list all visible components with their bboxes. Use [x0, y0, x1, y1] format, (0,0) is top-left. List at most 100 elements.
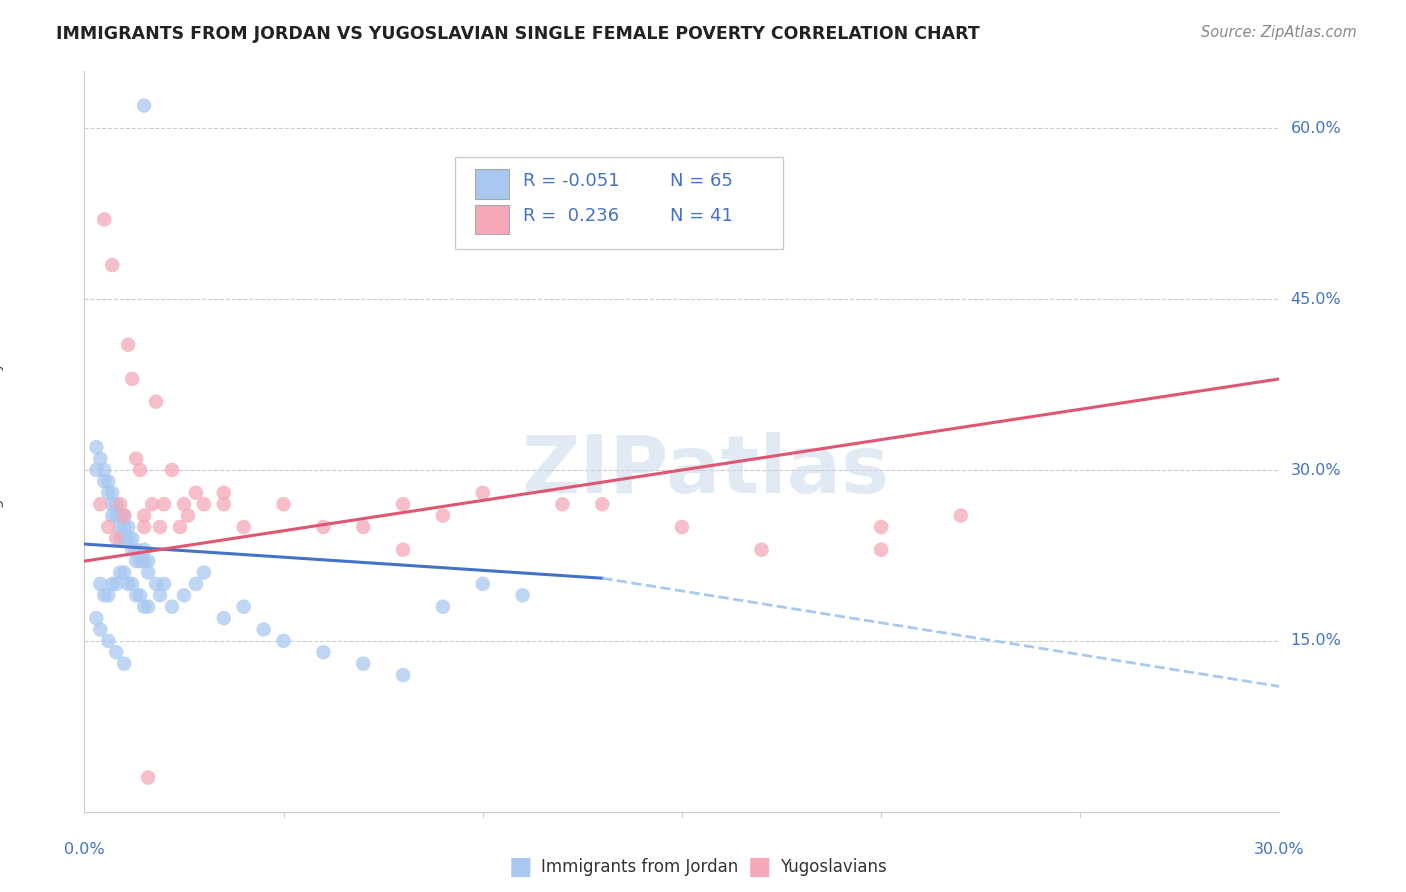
Point — [110, 566, 132, 580]
Point — [149, 520, 172, 534]
Text: 30.0%: 30.0% — [1254, 842, 1305, 857]
Point — [132, 520, 156, 534]
Point — [86, 463, 108, 477]
Point — [145, 394, 167, 409]
Point — [153, 577, 176, 591]
Point — [136, 771, 159, 785]
Point — [97, 475, 120, 489]
Point — [149, 588, 172, 602]
Point — [86, 440, 108, 454]
Point — [212, 485, 235, 500]
Point — [184, 577, 207, 591]
Text: R =  0.236: R = 0.236 — [523, 208, 619, 226]
Point — [212, 497, 235, 511]
Text: 0.0%: 0.0% — [65, 842, 104, 857]
Point — [432, 599, 454, 614]
Point — [129, 588, 152, 602]
Point — [110, 508, 132, 523]
Text: 60.0%: 60.0% — [1291, 120, 1341, 136]
Point — [117, 520, 139, 534]
Point — [125, 588, 148, 602]
Text: Single Female Poverty: Single Female Poverty — [0, 362, 4, 533]
Point — [105, 645, 128, 659]
Point — [145, 577, 167, 591]
Point — [110, 497, 132, 511]
Bar — [475, 204, 509, 235]
Point — [169, 520, 191, 534]
Text: ■: ■ — [509, 855, 531, 879]
Point — [136, 554, 159, 568]
Point — [177, 508, 200, 523]
Point — [101, 577, 124, 591]
Point — [125, 451, 148, 466]
Point — [949, 508, 972, 523]
Point — [89, 577, 111, 591]
Point — [471, 577, 494, 591]
Point — [352, 520, 374, 534]
Point — [132, 554, 156, 568]
Point — [97, 520, 120, 534]
Point — [121, 542, 143, 557]
Text: R = -0.051: R = -0.051 — [523, 172, 620, 190]
Point — [112, 657, 135, 671]
Text: N = 41: N = 41 — [671, 208, 733, 226]
Point — [89, 623, 111, 637]
Text: 15.0%: 15.0% — [1291, 633, 1341, 648]
Point — [352, 657, 374, 671]
Point — [551, 497, 574, 511]
Point — [136, 566, 159, 580]
Text: N = 65: N = 65 — [671, 172, 733, 190]
Point — [184, 485, 207, 500]
Text: Source: ZipAtlas.com: Source: ZipAtlas.com — [1201, 25, 1357, 40]
Text: Yugoslavians: Yugoslavians — [780, 858, 887, 876]
Point — [93, 212, 115, 227]
Text: IMMIGRANTS FROM JORDAN VS YUGOSLAVIAN SINGLE FEMALE POVERTY CORRELATION CHART: IMMIGRANTS FROM JORDAN VS YUGOSLAVIAN SI… — [56, 25, 980, 43]
Point — [101, 258, 124, 272]
Point — [121, 532, 143, 546]
Point — [110, 520, 132, 534]
Point — [125, 542, 148, 557]
Text: 45.0%: 45.0% — [1291, 292, 1341, 307]
Point — [112, 566, 135, 580]
Point — [751, 542, 773, 557]
Point — [392, 497, 415, 511]
Point — [160, 599, 183, 614]
Point — [193, 497, 215, 511]
Point — [93, 463, 115, 477]
Point — [129, 463, 152, 477]
Point — [253, 623, 276, 637]
Point — [101, 485, 124, 500]
Point — [232, 599, 254, 614]
Text: ■: ■ — [748, 855, 770, 879]
Point — [312, 645, 335, 659]
Point — [110, 532, 132, 546]
Point — [105, 532, 128, 546]
Point — [112, 532, 135, 546]
Point — [93, 475, 115, 489]
Point — [121, 577, 143, 591]
Point — [471, 485, 494, 500]
Point — [432, 508, 454, 523]
Point — [112, 508, 135, 523]
Point — [101, 497, 124, 511]
Point — [173, 497, 195, 511]
Point — [89, 451, 111, 466]
Point — [141, 497, 163, 511]
Bar — [475, 169, 509, 199]
Point — [160, 463, 183, 477]
Point — [129, 554, 152, 568]
Point — [512, 588, 534, 602]
Point — [153, 497, 176, 511]
Point — [101, 508, 124, 523]
Point — [273, 497, 295, 511]
Point — [870, 542, 893, 557]
Point — [89, 497, 111, 511]
Point — [193, 566, 215, 580]
Point — [273, 633, 295, 648]
Point — [117, 532, 139, 546]
Point — [392, 668, 415, 682]
Point — [93, 588, 115, 602]
Text: 30.0%: 30.0% — [1291, 463, 1341, 477]
Point — [117, 577, 139, 591]
Text: Immigrants from Jordan: Immigrants from Jordan — [541, 858, 738, 876]
